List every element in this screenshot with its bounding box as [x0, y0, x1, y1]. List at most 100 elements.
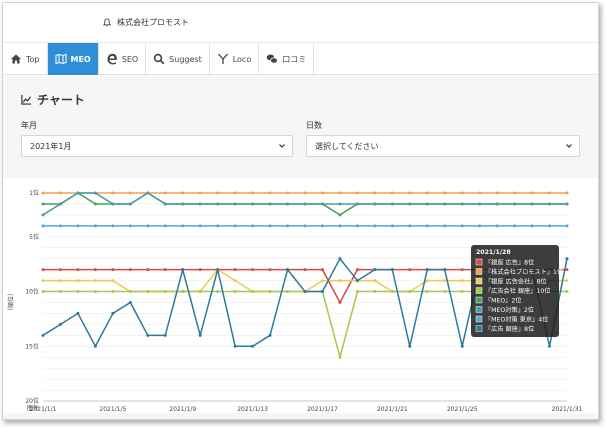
data-point[interactable] — [58, 202, 62, 206]
data-point[interactable] — [216, 202, 220, 206]
data-point[interactable] — [320, 290, 324, 294]
data-point[interactable] — [251, 224, 255, 228]
data-point[interactable] — [565, 290, 569, 294]
data-point[interactable] — [251, 268, 255, 272]
data-point[interactable] — [93, 224, 97, 228]
data-point[interactable] — [128, 300, 132, 304]
data-point[interactable] — [216, 191, 220, 195]
data-point[interactable] — [338, 191, 342, 195]
data-point[interactable] — [163, 290, 167, 294]
data-point[interactable] — [303, 290, 307, 294]
data-point[interactable] — [373, 279, 377, 283]
data-point[interactable] — [565, 202, 569, 206]
bell-icon[interactable] — [103, 18, 111, 27]
data-point[interactable] — [146, 268, 150, 272]
data-point[interactable] — [565, 191, 569, 195]
data-point[interactable] — [76, 290, 80, 294]
data-point[interactable] — [495, 224, 499, 228]
data-point[interactable] — [93, 268, 97, 272]
data-point[interactable] — [251, 191, 255, 195]
data-point[interactable] — [41, 290, 45, 294]
data-point[interactable] — [320, 202, 324, 206]
data-point[interactable] — [58, 290, 62, 294]
data-point[interactable] — [460, 279, 464, 283]
data-point[interactable] — [373, 202, 377, 206]
data-point[interactable] — [268, 290, 272, 294]
data-point[interactable] — [111, 202, 115, 206]
data-point[interactable] — [163, 202, 167, 206]
data-point[interactable] — [338, 213, 342, 217]
data-point[interactable] — [198, 224, 202, 228]
data-point[interactable] — [181, 202, 185, 206]
data-point[interactable] — [41, 202, 45, 206]
data-point[interactable] — [320, 268, 324, 272]
data-point[interactable] — [58, 279, 62, 283]
data-point[interactable] — [373, 268, 377, 272]
data-point[interactable] — [181, 290, 185, 294]
data-point[interactable] — [390, 202, 394, 206]
data-point[interactable] — [460, 202, 464, 206]
data-point[interactable] — [76, 311, 80, 315]
data-point[interactable] — [286, 202, 290, 206]
data-point[interactable] — [565, 257, 569, 261]
data-point[interactable] — [128, 202, 132, 206]
data-point[interactable] — [513, 191, 517, 195]
data-point[interactable] — [408, 202, 412, 206]
data-point[interactable] — [495, 191, 499, 195]
data-point[interactable] — [355, 290, 359, 294]
data-point[interactable] — [111, 311, 115, 315]
data-point[interactable] — [548, 191, 552, 195]
data-point[interactable] — [530, 202, 534, 206]
data-point[interactable] — [548, 202, 552, 206]
data-point[interactable] — [355, 202, 359, 206]
data-point[interactable] — [93, 202, 97, 206]
data-point[interactable] — [41, 191, 45, 195]
data-point[interactable] — [111, 290, 115, 294]
data-point[interactable] — [390, 268, 394, 272]
data-point[interactable] — [338, 300, 342, 304]
data-point[interactable] — [111, 224, 115, 228]
data-point[interactable] — [268, 202, 272, 206]
tab-suggest[interactable]: Suggest — [146, 43, 210, 75]
data-point[interactable] — [268, 224, 272, 228]
data-point[interactable] — [181, 224, 185, 228]
data-point[interactable] — [390, 224, 394, 228]
data-point[interactable] — [181, 191, 185, 195]
data-point[interactable] — [268, 333, 272, 337]
data-point[interactable] — [408, 290, 412, 294]
data-point[interactable] — [355, 268, 359, 272]
data-point[interactable] — [425, 224, 429, 228]
data-point[interactable] — [198, 191, 202, 195]
day-select[interactable]: 選択してください — [306, 135, 580, 157]
data-point[interactable] — [425, 279, 429, 283]
data-point[interactable] — [320, 191, 324, 195]
data-point[interactable] — [216, 224, 220, 228]
data-point[interactable] — [93, 344, 97, 348]
data-point[interactable] — [233, 290, 237, 294]
data-point[interactable] — [478, 224, 482, 228]
data-point[interactable] — [338, 355, 342, 359]
data-point[interactable] — [443, 290, 447, 294]
data-point[interactable] — [93, 290, 97, 294]
data-point[interactable] — [41, 333, 45, 337]
data-point[interactable] — [233, 344, 237, 348]
data-point[interactable] — [233, 191, 237, 195]
data-point[interactable] — [198, 290, 202, 294]
data-point[interactable] — [303, 268, 307, 272]
tab-meo[interactable]: MEO — [47, 43, 99, 75]
data-point[interactable] — [146, 290, 150, 294]
data-point[interactable] — [233, 202, 237, 206]
data-point[interactable] — [198, 333, 202, 337]
data-point[interactable] — [460, 290, 464, 294]
data-point[interactable] — [128, 290, 132, 294]
month-select[interactable]: 2021年1月 — [21, 135, 293, 157]
data-point[interactable] — [233, 224, 237, 228]
data-point[interactable] — [76, 224, 80, 228]
data-point[interactable] — [163, 333, 167, 337]
data-point[interactable] — [548, 344, 552, 348]
tab-loco[interactable]: Loco — [210, 43, 260, 75]
data-point[interactable] — [355, 191, 359, 195]
data-point[interactable] — [303, 224, 307, 228]
data-point[interactable] — [181, 268, 185, 272]
data-point[interactable] — [373, 224, 377, 228]
